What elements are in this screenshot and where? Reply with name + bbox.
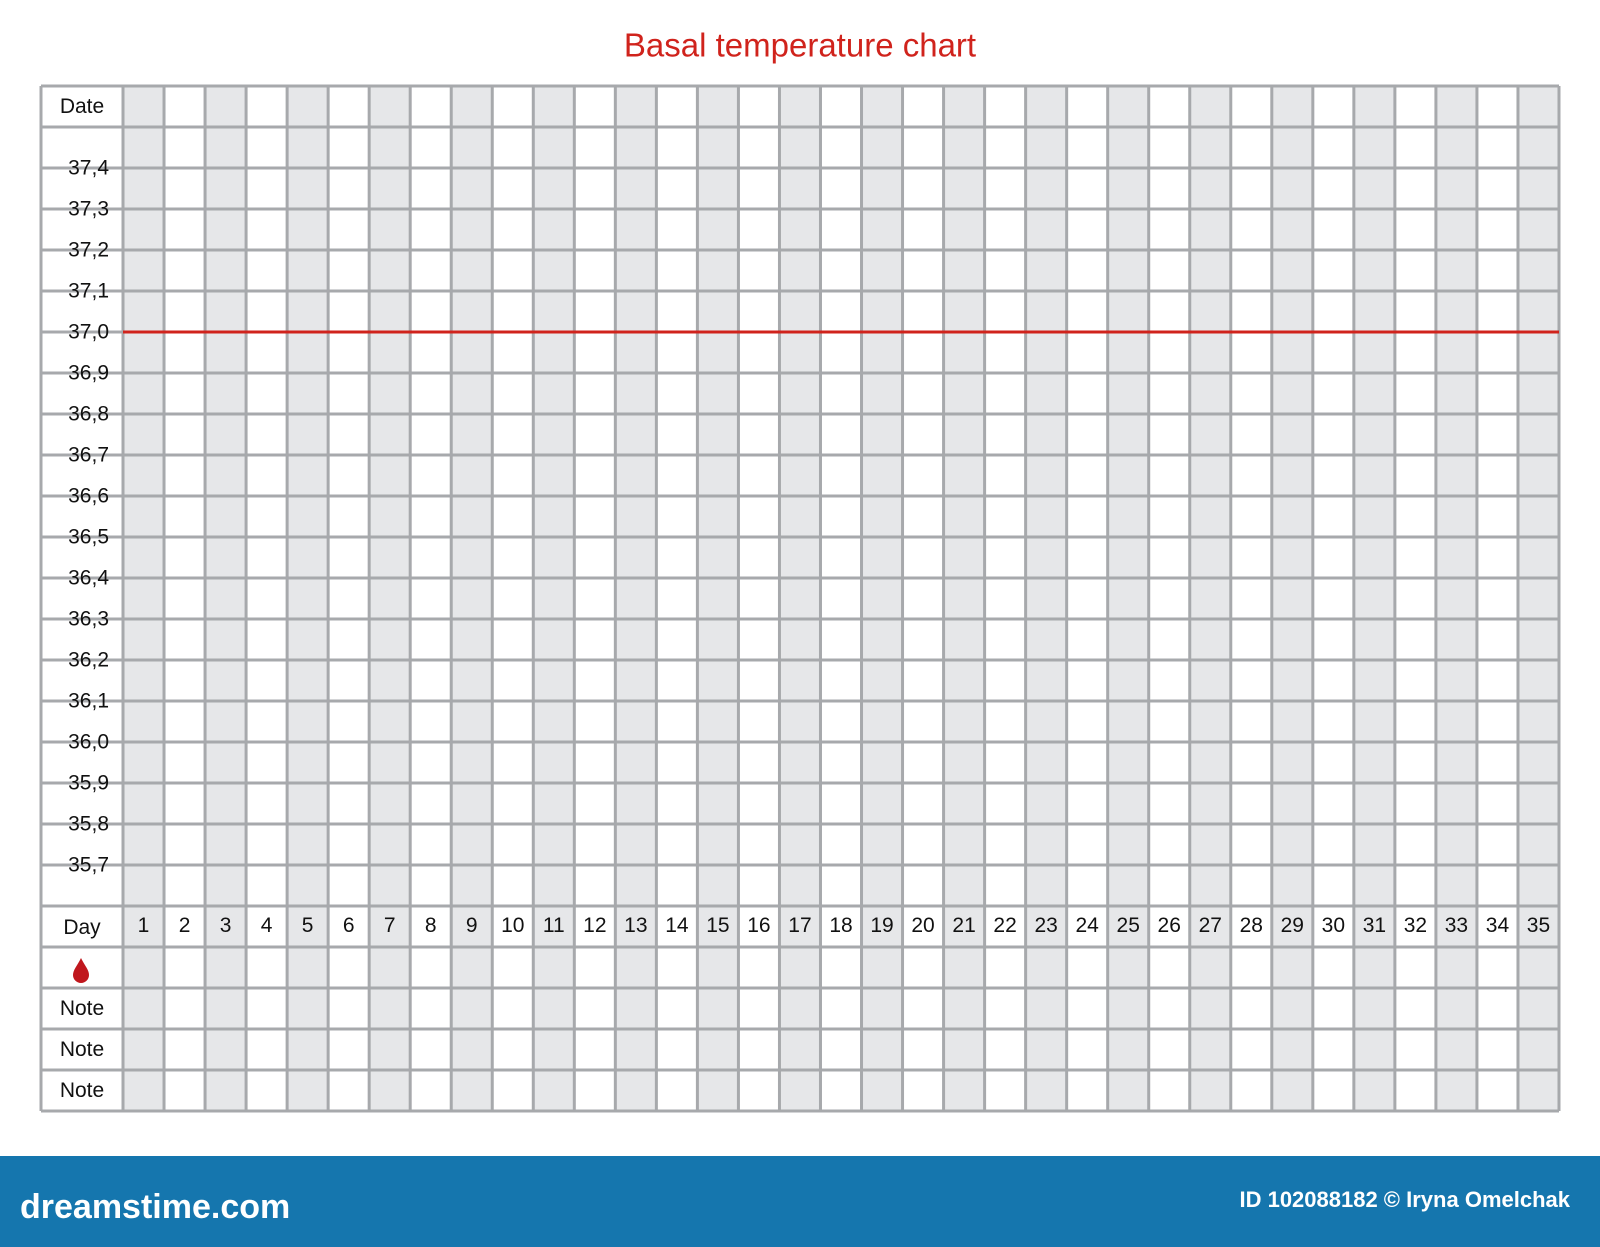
row-label: Note bbox=[60, 1079, 104, 1102]
footer-band bbox=[0, 1156, 1600, 1247]
y-tick-label: 36,4 bbox=[68, 567, 109, 590]
shaded-column bbox=[779, 86, 821, 1111]
day-label: 7 bbox=[384, 914, 396, 937]
shaded-column bbox=[943, 86, 985, 1111]
day-label: 15 bbox=[706, 914, 729, 937]
shaded-column bbox=[123, 86, 165, 1111]
y-tick-label: 36,1 bbox=[68, 690, 109, 713]
shaded-column bbox=[1517, 86, 1559, 1111]
shaded-column bbox=[369, 86, 411, 1111]
day-label: 5 bbox=[302, 914, 314, 937]
day-label: 17 bbox=[788, 914, 811, 937]
row-label: Day bbox=[63, 916, 101, 939]
y-tick-label: 37,1 bbox=[68, 280, 109, 303]
y-tick-label: 37,3 bbox=[68, 198, 109, 221]
shaded-column bbox=[1353, 86, 1395, 1111]
day-label: 28 bbox=[1240, 914, 1263, 937]
day-label: 8 bbox=[425, 914, 437, 937]
day-label: 3 bbox=[220, 914, 232, 937]
shaded-column bbox=[697, 86, 739, 1111]
row-label: Note bbox=[60, 997, 104, 1020]
row-label: Note bbox=[60, 1038, 104, 1061]
day-label: 26 bbox=[1158, 914, 1181, 937]
shaded-column bbox=[1025, 86, 1067, 1111]
shaded-column bbox=[533, 86, 575, 1111]
y-tick-label: 36,2 bbox=[68, 649, 109, 672]
day-label: 32 bbox=[1404, 914, 1427, 937]
y-tick-label: 37,0 bbox=[68, 321, 109, 344]
y-tick-label: 36,8 bbox=[68, 403, 109, 426]
day-label: 24 bbox=[1075, 914, 1099, 937]
blood-drop-icon bbox=[73, 958, 89, 983]
day-label: 34 bbox=[1486, 914, 1510, 937]
grid bbox=[39, 84, 1561, 1113]
y-tick-label: 36,3 bbox=[68, 608, 109, 631]
day-label: 16 bbox=[747, 914, 770, 937]
day-label: 33 bbox=[1445, 914, 1468, 937]
day-label: 35 bbox=[1527, 914, 1550, 937]
day-label: 1 bbox=[138, 914, 150, 937]
day-label: 19 bbox=[870, 914, 893, 937]
day-label: 4 bbox=[261, 914, 273, 937]
y-tick-label: 36,9 bbox=[68, 362, 109, 385]
shaded-column bbox=[861, 86, 903, 1111]
footer-credit: ID 102088182 © Iryna Omelchak bbox=[1239, 1187, 1570, 1212]
day-label: 12 bbox=[583, 914, 606, 937]
day-label: 27 bbox=[1199, 914, 1222, 937]
day-label: 20 bbox=[911, 914, 934, 937]
shaded-column bbox=[1107, 86, 1149, 1111]
day-label: 11 bbox=[543, 914, 565, 937]
shaded-column bbox=[287, 86, 329, 1111]
day-label: 31 bbox=[1363, 914, 1386, 937]
day-label: 10 bbox=[501, 914, 524, 937]
day-label: 2 bbox=[179, 914, 191, 937]
y-tick-label: 37,4 bbox=[68, 157, 109, 180]
shaded-column bbox=[1435, 86, 1477, 1111]
day-label: 21 bbox=[952, 914, 975, 937]
shaded-column bbox=[1271, 86, 1313, 1111]
row-label: Date bbox=[60, 95, 104, 118]
shaded-column bbox=[1189, 86, 1231, 1111]
day-label: 13 bbox=[624, 914, 647, 937]
y-tick-label: 37,2 bbox=[68, 239, 109, 262]
y-tick-label: 36,5 bbox=[68, 526, 109, 549]
shaded-column bbox=[205, 86, 247, 1111]
y-tick-label: 36,6 bbox=[68, 485, 109, 508]
shaded-column bbox=[615, 86, 657, 1111]
day-label: 6 bbox=[343, 914, 355, 937]
shaded-column bbox=[451, 86, 493, 1111]
y-tick-label: 35,9 bbox=[68, 772, 109, 795]
y-tick-label: 35,7 bbox=[68, 854, 109, 877]
day-label: 18 bbox=[829, 914, 852, 937]
day-label: 29 bbox=[1281, 914, 1304, 937]
day-label: 9 bbox=[466, 914, 478, 937]
footer-brand: dreamstime.com bbox=[20, 1188, 290, 1226]
y-tick-label: 36,7 bbox=[68, 444, 109, 467]
day-label: 25 bbox=[1117, 914, 1140, 937]
y-tick-label: 36,0 bbox=[68, 731, 109, 754]
chart-title: Basal temperature chart bbox=[624, 27, 976, 64]
day-label: 30 bbox=[1322, 914, 1345, 937]
y-tick-label: 35,8 bbox=[68, 813, 109, 836]
day-label: 14 bbox=[665, 914, 689, 937]
day-label: 23 bbox=[1034, 914, 1057, 937]
day-label: 22 bbox=[993, 914, 1016, 937]
